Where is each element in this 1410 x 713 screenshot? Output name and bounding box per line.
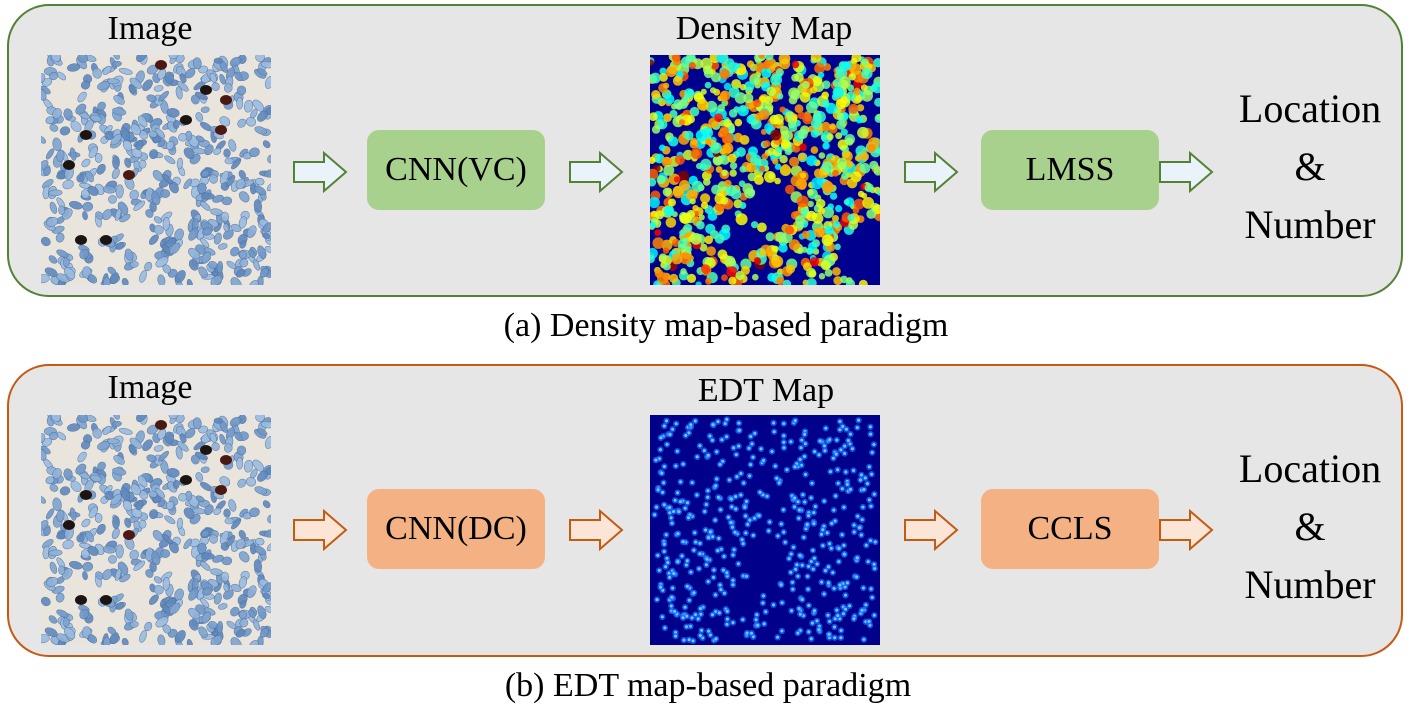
output-line: & bbox=[1294, 504, 1326, 549]
image-label-a: Image bbox=[107, 10, 193, 47]
arrow-right-icon bbox=[293, 151, 348, 193]
output-line: Location bbox=[1238, 86, 1382, 131]
output-location-number-a: Location & Number bbox=[1220, 80, 1400, 254]
density-map-image bbox=[650, 55, 880, 285]
output-line: Location bbox=[1238, 446, 1382, 491]
arrow-right-icon bbox=[569, 509, 624, 551]
arrow-right-icon bbox=[569, 151, 624, 193]
edt-map-image bbox=[650, 415, 880, 645]
output-line: & bbox=[1294, 144, 1326, 189]
image-label-b: Image bbox=[107, 369, 193, 406]
ccls-block: CCLS bbox=[981, 489, 1159, 569]
output-line: Number bbox=[1244, 202, 1376, 247]
cnn-vc-block: CNN(VC) bbox=[367, 130, 545, 210]
arrow-right-icon bbox=[293, 509, 348, 551]
arrow-right-icon bbox=[904, 509, 959, 551]
arrow-right-icon bbox=[1159, 151, 1214, 193]
microscopy-image-b bbox=[41, 415, 271, 645]
output-location-number-b: Location & Number bbox=[1220, 440, 1400, 614]
caption-b: (b) EDT map-based paradigm bbox=[504, 667, 912, 704]
arrow-right-icon bbox=[1159, 509, 1214, 551]
density-map-label: Density Map bbox=[675, 10, 853, 47]
arrow-right-icon bbox=[904, 151, 959, 193]
lmss-block: LMSS bbox=[981, 130, 1159, 210]
output-line: Number bbox=[1244, 562, 1376, 607]
edt-map-label: EDT Map bbox=[697, 372, 835, 409]
caption-a: (a) Density map-based paradigm bbox=[503, 307, 949, 344]
microscopy-image-a bbox=[41, 55, 271, 285]
cnn-dc-block: CNN(DC) bbox=[367, 489, 545, 569]
